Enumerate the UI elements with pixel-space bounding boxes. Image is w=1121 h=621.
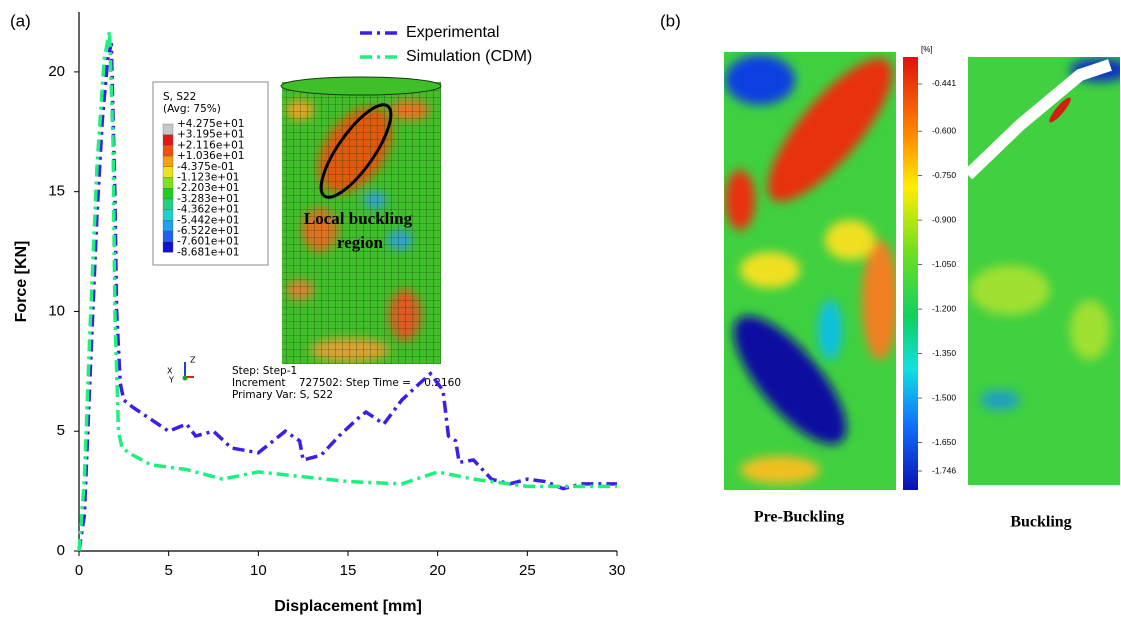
colorbar-tick-label: -1.650 — [932, 437, 956, 447]
colorbar-tick-label: -1.746 — [932, 465, 956, 475]
colorbar-unit: [%] — [921, 45, 933, 54]
fea-swatch — [162, 209, 174, 221]
fea-legend-label: -1.123e+01 — [177, 172, 239, 184]
y-axis-label: Force [KN] — [13, 241, 30, 323]
colorbar-tick-label: -0.750 — [932, 170, 956, 180]
cylinder-top — [280, 76, 442, 96]
colorbar-tick-label: -0.900 — [932, 214, 956, 224]
step-info: Step: Step-1 — [232, 365, 297, 377]
fea-swatch — [162, 230, 174, 242]
fea-legend-label: -3.283e+01 — [177, 193, 239, 205]
panel-label: (a) — [10, 11, 31, 30]
annotation: Local buckling — [304, 209, 413, 228]
step-info: Increment 727502: Step Time = 0.2160 — [232, 377, 461, 389]
fea-swatch — [162, 220, 174, 232]
colorbar-tick-label: -1.500 — [932, 392, 956, 402]
x-tick-label: 20 — [429, 562, 446, 579]
x-tick-label: 30 — [609, 562, 626, 579]
panel-label: (b) — [660, 11, 681, 30]
y-tick-label: 15 — [48, 183, 65, 200]
fea-legend-subtitle: (Avg: 75%) — [163, 103, 221, 115]
colorbar-tick-label: -0.441 — [932, 78, 956, 88]
step-info: Primary Var: S, S22 — [232, 389, 333, 401]
fea-cylinder — [282, 82, 441, 364]
fea-legend-label: -5.442e+01 — [177, 214, 239, 226]
dic-map — [724, 52, 896, 490]
fea-swatch — [162, 198, 174, 210]
annotation: region — [337, 233, 384, 252]
fea-swatch — [162, 241, 174, 253]
triad: Z X Y — [167, 356, 196, 385]
fea-legend-label: +3.195e+01 — [177, 129, 244, 141]
triad-label: Y — [168, 376, 174, 385]
fea-legend-label: -6.522e+01 — [177, 225, 239, 237]
fea-legend-title: S, S22 — [163, 91, 196, 103]
colorbar-tick-label: -0.600 — [932, 125, 956, 135]
fea-swatch — [162, 166, 174, 178]
x-tick-label: 10 — [250, 562, 267, 579]
y-tick-label: 5 — [57, 422, 65, 439]
y-tick-label: 20 — [48, 63, 65, 80]
dic-map — [968, 57, 1120, 485]
fea-legend-label: -2.203e+01 — [177, 182, 239, 194]
y-tick-label: 0 — [57, 542, 65, 559]
fea-legend-label: -4.375e-01 — [177, 161, 234, 173]
fea-legend-label: -7.601e+01 — [177, 236, 239, 248]
x-tick-label: 15 — [340, 562, 357, 579]
fea-swatch — [162, 134, 174, 146]
legend-label: Simulation (CDM) — [406, 48, 532, 65]
data-line — [77, 30, 617, 552]
fea-swatch — [162, 123, 174, 135]
fea-legend-label: +1.036e+01 — [177, 150, 244, 162]
fea-legend-label: +2.116e+01 — [177, 139, 244, 151]
x-tick-label: 25 — [519, 562, 536, 579]
x-axis-label: Displacement [mm] — [274, 598, 422, 615]
map-label: Pre-Buckling — [754, 509, 844, 526]
x-tick-label: 0 — [75, 562, 83, 579]
fea-swatch — [162, 145, 174, 157]
fea-swatch — [162, 155, 174, 167]
x-tick-label: 5 — [164, 562, 172, 579]
map-label: Buckling — [1010, 514, 1071, 531]
colorbar-tick-label: -1.350 — [932, 348, 956, 358]
fea-swatch — [162, 188, 174, 200]
legend-label: Experimental — [406, 24, 499, 41]
y-tick-label: 10 — [48, 302, 65, 319]
highlight-ellipse — [319, 103, 393, 199]
colorbar-tick-label: -1.200 — [932, 303, 956, 313]
fea-legend-label: -8.681e+01 — [177, 246, 239, 258]
colorbar — [903, 57, 918, 490]
triad-label: X — [167, 367, 173, 376]
triad-label: Z — [190, 356, 196, 365]
fea-legend-label: +4.275e+01 — [177, 118, 244, 130]
fea-legend-label: -4.362e+01 — [177, 204, 239, 216]
fea-swatch — [162, 177, 174, 189]
colorbar-tick-label: -1.050 — [932, 259, 956, 269]
